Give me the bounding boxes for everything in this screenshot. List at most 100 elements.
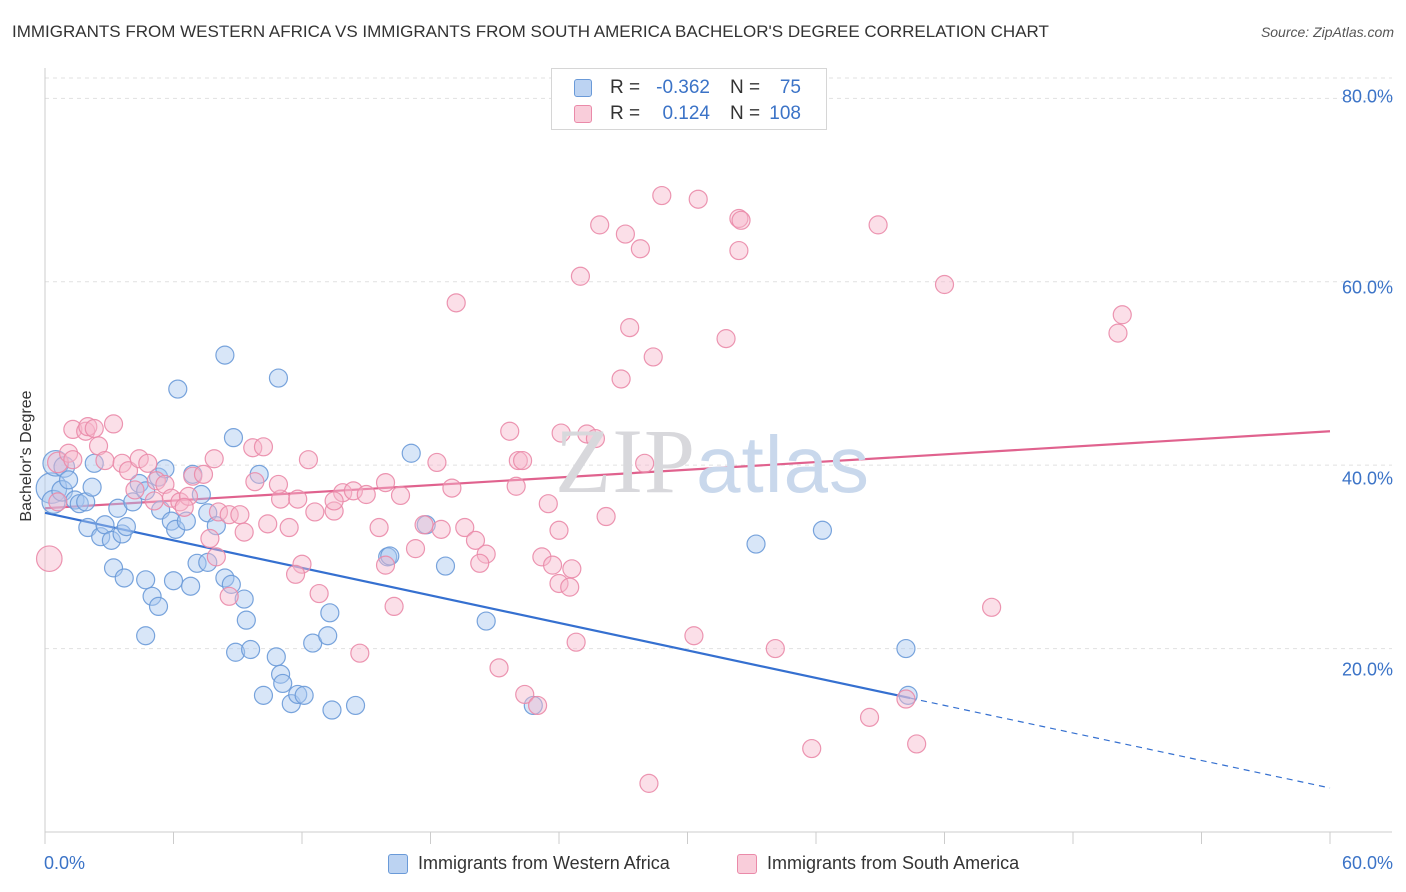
south-america-point [585, 428, 606, 449]
south-america-point [405, 539, 426, 559]
south-america-point [118, 461, 139, 481]
south-america-point [350, 643, 370, 663]
western-africa-point [114, 568, 134, 588]
pink-swatch-icon [737, 854, 757, 875]
south-america-point [384, 596, 404, 617]
south-america-point [542, 555, 563, 575]
south-america-point [174, 497, 194, 517]
western-africa-point [746, 534, 766, 554]
legend-n-value: 75 [779, 77, 801, 98]
south-america-point [200, 528, 220, 549]
south-america-point [489, 658, 509, 678]
western-africa-point [221, 574, 241, 594]
south-america-point [684, 626, 704, 646]
western-africa-point [320, 603, 340, 623]
western-africa-point [41, 489, 66, 514]
gridlines [45, 77, 1392, 650]
western-africa-point [91, 527, 111, 547]
south-america-point [288, 489, 308, 509]
y-tick-60: 60.0% [1341, 277, 1393, 298]
correlation-legend: R = -0.362 N = 75 R = 0.124 N = 108 [551, 68, 827, 130]
western-africa-point [187, 553, 207, 573]
south-america-point [390, 485, 411, 506]
south-america-point [506, 476, 526, 496]
south-america-point [907, 734, 927, 754]
south-america-point [1108, 323, 1128, 343]
south-america-point [611, 369, 631, 389]
south-america-point [652, 185, 672, 206]
western-africa-trend-line [44, 511, 911, 700]
south-america-point [549, 520, 569, 540]
south-america-point [245, 472, 265, 492]
western-africa-point [476, 611, 496, 631]
south-america-point [596, 506, 616, 527]
western-africa-points [35, 345, 918, 720]
south-america-point [620, 318, 640, 338]
south-america-point [765, 638, 785, 659]
south-america-point [230, 505, 250, 525]
western-africa-point [226, 642, 246, 662]
western-africa-point [123, 492, 143, 512]
south-america-point [204, 449, 224, 469]
south-america-point [731, 210, 751, 230]
south-america-point [268, 474, 289, 495]
western-africa-point [345, 695, 366, 716]
south-america-point [729, 240, 749, 261]
south-america-point [292, 554, 312, 574]
south-america-point [527, 695, 548, 716]
south-america-point [639, 773, 659, 793]
south-america-point [285, 564, 306, 584]
south-america-point [63, 450, 83, 470]
western-africa-point [103, 558, 124, 578]
x-tick-max: 60.0% [1341, 853, 1393, 873]
south-america-point [562, 559, 582, 579]
western-africa-point [163, 571, 184, 591]
south-america-point [577, 424, 597, 444]
legend-r-label: R = [610, 103, 641, 124]
western-africa-point [236, 610, 256, 630]
south-america-trend-line [44, 430, 1331, 510]
south-america-point [324, 501, 344, 521]
south-america-point [253, 437, 274, 457]
western-africa-point [58, 470, 79, 490]
south-america-point [95, 450, 115, 471]
south-america-point [414, 515, 434, 535]
y-tick-40: 40.0% [1341, 468, 1393, 489]
western-africa-point [223, 428, 244, 448]
chart-title: IMMIGRANTS FROM WESTERN AFRICA VS IMMIGR… [12, 22, 1049, 41]
south-america-point [868, 215, 888, 235]
south-america-point [78, 417, 98, 437]
legend-western-africa: Immigrants from Western Africa [388, 853, 670, 877]
south-america-point [138, 453, 158, 473]
south-america-point [560, 577, 580, 597]
western-africa-point [318, 626, 338, 646]
western-africa-point [82, 477, 102, 497]
south-america-point [635, 453, 655, 473]
south-america-point [570, 266, 591, 286]
south-america-point [538, 494, 558, 514]
western-africa-point [234, 589, 254, 609]
south-america-point [144, 491, 164, 511]
south-america-point [465, 530, 486, 550]
western-africa-point [148, 596, 169, 617]
south-america-point [206, 547, 226, 567]
western-africa-trend-extension [910, 697, 1331, 789]
legend-south-america: Immigrants from South America [737, 853, 1019, 877]
south-america-point [375, 555, 396, 575]
south-america-point [270, 489, 291, 509]
south-america-point [590, 215, 610, 235]
south-america-point [512, 450, 533, 471]
legend-n-value: 108 [769, 103, 801, 124]
blue-swatch-icon [574, 79, 592, 97]
south-america-point [508, 450, 528, 471]
south-america-point [243, 438, 263, 458]
south-america-point [258, 514, 278, 534]
western-africa-point [288, 684, 308, 705]
south-america-point [896, 689, 916, 709]
western-africa-point [215, 345, 235, 365]
south-america-point [103, 414, 124, 434]
south-america-point [309, 583, 329, 604]
south-america-point [427, 452, 447, 473]
south-america-point [549, 573, 569, 594]
blue-swatch-icon [388, 854, 408, 875]
